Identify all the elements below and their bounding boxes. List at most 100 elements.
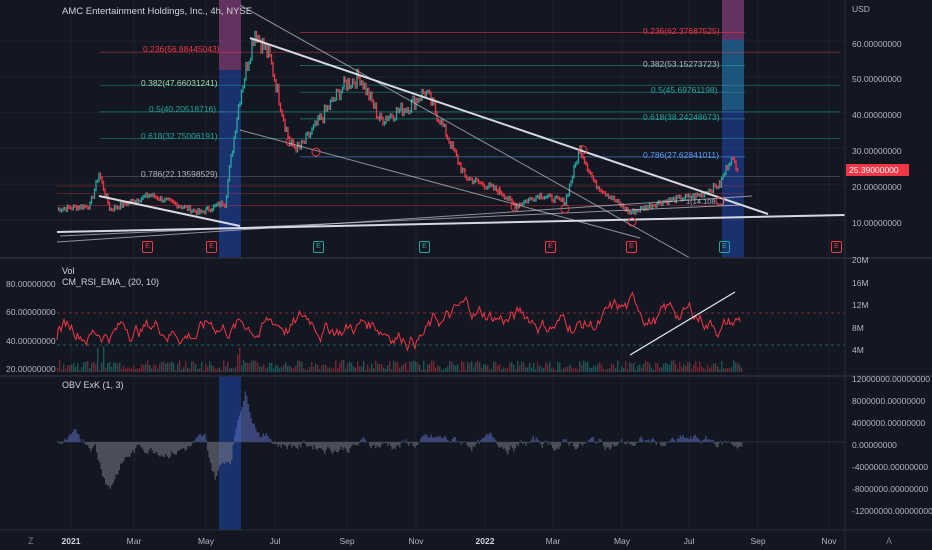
obv-bar xyxy=(375,442,377,448)
obv-bar xyxy=(163,442,165,458)
volume-bar xyxy=(661,367,663,372)
obv-bar xyxy=(322,442,324,451)
obv-bar xyxy=(189,442,191,447)
obv-bar xyxy=(541,442,543,448)
earnings-icon[interactable]: E xyxy=(313,241,324,253)
obv-bar xyxy=(213,442,215,472)
obv-bar xyxy=(333,442,335,453)
obv-bar xyxy=(400,442,402,444)
obv-bar xyxy=(420,438,422,442)
obv-bar xyxy=(702,440,704,442)
volume-bar xyxy=(203,369,205,372)
obv-bar xyxy=(579,442,581,444)
volume-bar xyxy=(633,362,635,372)
time-tick-jul: Jul xyxy=(269,536,281,546)
volume-bar xyxy=(331,368,333,372)
obv-bar xyxy=(565,439,567,442)
obv-bar xyxy=(111,442,113,486)
obv-bar xyxy=(246,395,248,442)
obv-bar xyxy=(184,442,186,451)
time-tick-nov: Nov xyxy=(408,536,424,546)
volume-bar xyxy=(417,362,419,372)
volume-bar xyxy=(663,363,665,372)
volume-bar xyxy=(267,367,269,372)
obv-bar xyxy=(282,442,284,444)
obv-bar xyxy=(718,442,720,444)
obv-bar xyxy=(466,442,468,446)
earnings-icon[interactable]: E xyxy=(206,241,217,253)
obv-bar xyxy=(640,436,642,442)
obv-bar xyxy=(126,442,128,457)
obv-pane-label[interactable]: OBV ExK (1, 3) xyxy=(62,380,124,390)
volume-bar xyxy=(537,362,539,372)
volume-tick-16m: 16M xyxy=(852,278,869,288)
volume-bar xyxy=(513,364,515,372)
rsi-pane-label[interactable]: CM_RSI_EMA_ (20, 10) xyxy=(62,277,160,287)
volume-bar xyxy=(77,363,79,372)
obv-bar xyxy=(255,428,257,442)
obv-bar xyxy=(249,411,251,442)
volume-bar xyxy=(567,366,569,372)
rsi-tick-40: 40.00000000 xyxy=(6,336,56,346)
volume-bar xyxy=(261,366,263,372)
obv-bar xyxy=(67,436,69,442)
volume-bar xyxy=(495,361,497,372)
earnings-icon[interactable]: E xyxy=(419,241,430,253)
volume-bar xyxy=(717,366,719,372)
volume-bar xyxy=(577,369,579,372)
earnings-icon[interactable]: E xyxy=(831,241,842,253)
band-aug-2022-top xyxy=(722,0,744,40)
obv-bar xyxy=(732,442,734,445)
volume-bar xyxy=(421,369,423,372)
volume-pane-label[interactable]: Vol xyxy=(62,266,75,276)
auto-scale-icon[interactable]: A xyxy=(886,536,893,546)
volume-bar xyxy=(309,367,311,372)
volume-bar xyxy=(701,366,703,372)
trendline xyxy=(59,204,741,237)
obv-bar xyxy=(355,442,357,445)
volume-bar xyxy=(285,362,287,372)
volume-bar xyxy=(383,367,385,372)
volume-bar xyxy=(345,368,347,372)
volume-bar xyxy=(635,369,637,372)
earnings-icon[interactable]: E xyxy=(142,241,153,253)
volume-bar xyxy=(321,365,323,372)
volume-bar xyxy=(671,360,673,372)
volume-bar xyxy=(699,361,701,372)
obv-bar xyxy=(496,442,498,445)
obv-bar xyxy=(477,439,479,442)
obv-bar xyxy=(631,442,633,446)
volume-bar xyxy=(651,368,653,372)
obv-bar xyxy=(475,442,477,444)
rsi-line xyxy=(56,291,741,352)
obv-bar xyxy=(651,439,653,442)
volume-bar xyxy=(159,363,161,372)
obv-bar xyxy=(568,442,570,446)
earnings-icon[interactable]: E xyxy=(545,241,556,253)
obv-bar xyxy=(652,437,654,442)
volume-bar xyxy=(303,368,305,372)
obv-tick-12m: 12000000.00000000 xyxy=(852,374,930,384)
volume-bar xyxy=(451,361,453,372)
obv-bar xyxy=(94,442,96,445)
volume-bar xyxy=(211,364,213,372)
obv-bar xyxy=(576,442,578,450)
trendline xyxy=(56,214,846,233)
obv-bar xyxy=(495,440,497,442)
obv-bar xyxy=(106,442,108,486)
volume-bar xyxy=(105,367,107,372)
earnings-icon[interactable]: E xyxy=(626,241,637,253)
chart-title[interactable]: AMC Entertainment Holdings, Inc., 4h, NY… xyxy=(62,6,253,17)
obv-bar xyxy=(388,442,390,444)
volume-bar xyxy=(721,361,723,372)
tradingview-z-icon[interactable]: Z xyxy=(28,536,34,546)
trendlines[interactable] xyxy=(56,4,846,259)
obv-bar xyxy=(178,442,180,451)
obv-bar xyxy=(357,442,359,446)
obv-bar xyxy=(663,442,665,447)
volume-bar xyxy=(139,368,141,372)
obv-bar xyxy=(130,442,132,453)
earnings-icon[interactable]: E xyxy=(719,241,730,253)
volume-bar xyxy=(737,363,739,372)
